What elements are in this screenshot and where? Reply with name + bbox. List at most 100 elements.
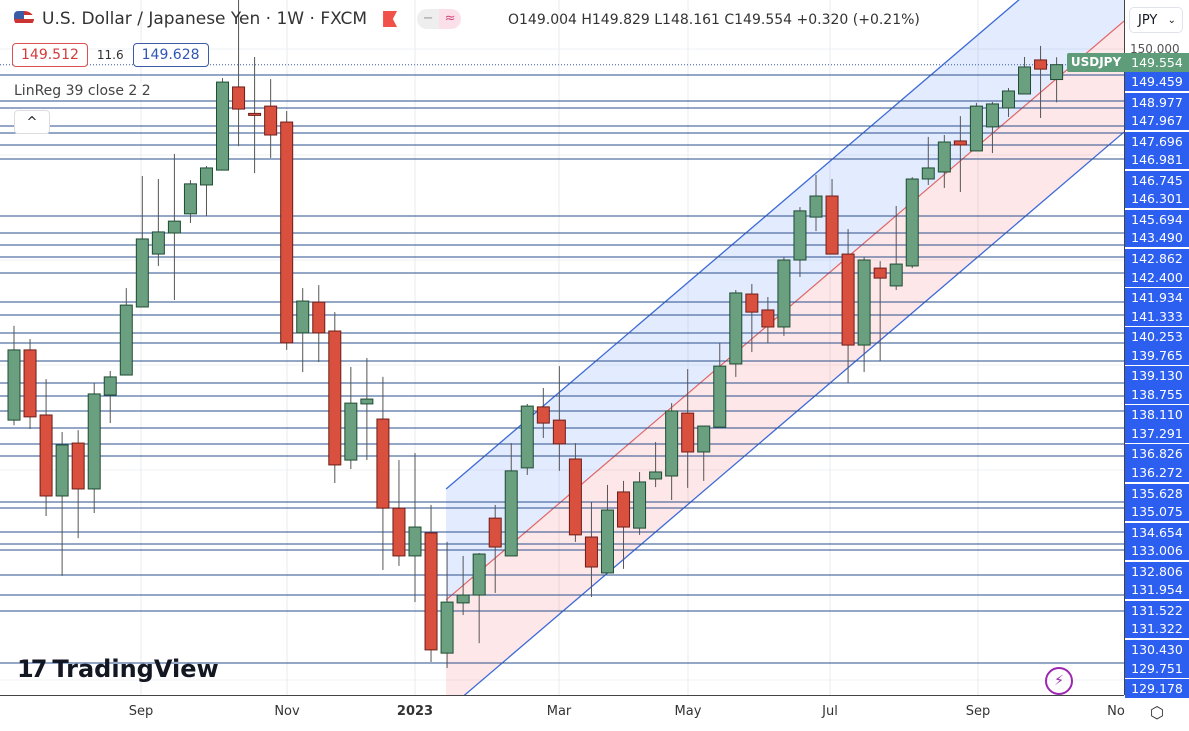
candle-body xyxy=(424,532,438,651)
tradingview-logo-icon: 17 xyxy=(17,655,47,683)
price-level-label: 142.400 xyxy=(1125,267,1189,287)
sell-button[interactable]: 149.512 xyxy=(12,43,88,67)
symbol-title[interactable]: U.S. Dollar / Japanese Yen · 1W · FXCM xyxy=(42,9,368,29)
price-level-label: 136.272 xyxy=(1125,463,1189,482)
candle-body xyxy=(793,210,807,261)
time-tick-label: No xyxy=(1107,704,1125,719)
time-tick-label: Jul xyxy=(822,704,838,719)
candle-body xyxy=(312,301,326,334)
candle-body xyxy=(23,349,37,418)
candle-body xyxy=(328,330,342,466)
candle-body xyxy=(937,141,951,173)
candle-body xyxy=(232,86,246,110)
candle-body xyxy=(472,553,486,596)
indicator-label[interactable]: LinReg 39 close 2 2 xyxy=(14,83,155,99)
price-level-label: 138.755 xyxy=(1125,384,1189,404)
candle-body xyxy=(87,393,101,490)
price-level-label: 139.130 xyxy=(1125,365,1189,386)
currency-select[interactable]: JPY ⌄ xyxy=(1129,7,1183,33)
candle-body xyxy=(488,517,502,548)
time-tick-label: Sep xyxy=(965,704,991,719)
price-level-label: 132.806 xyxy=(1125,560,1189,581)
quote-panel: 149.512 11.6 149.628 xyxy=(12,43,209,67)
chart-header: U.S. Dollar / Japanese Yen · 1W · FXCM −… xyxy=(14,9,462,29)
chevron-down-icon: ⌄ xyxy=(1167,15,1176,26)
candle-body xyxy=(665,410,679,477)
candle-body xyxy=(649,471,663,480)
candle-body xyxy=(745,293,759,313)
candle-body xyxy=(280,121,294,344)
candle-body xyxy=(440,601,454,654)
price-level-label: 131.322 xyxy=(1125,619,1189,639)
flag-marker-icon[interactable] xyxy=(383,11,398,27)
settings-icon[interactable]: ⬡ xyxy=(1150,703,1164,722)
currency-value: JPY xyxy=(1138,13,1158,28)
price-level-label: 146.745 xyxy=(1125,169,1189,190)
usd-jpy-flag-icon xyxy=(14,11,34,27)
price-level-label: 143.490 xyxy=(1125,228,1189,248)
lightning-icon[interactable]: ⚡ xyxy=(1045,667,1073,695)
price-tick: 150.000 xyxy=(1130,42,1180,56)
candle-body xyxy=(857,259,871,346)
price-level-label: 135.075 xyxy=(1125,502,1189,522)
candle-body xyxy=(296,300,310,334)
candle-body xyxy=(7,349,21,421)
candle-body xyxy=(135,238,149,308)
price-level-label: 145.694 xyxy=(1125,208,1189,229)
price-level-label: 134.654 xyxy=(1125,521,1189,542)
price-level-label: 131.522 xyxy=(1125,599,1189,620)
minus-icon[interactable]: − xyxy=(417,9,440,29)
candle-body xyxy=(151,231,165,255)
candle-body xyxy=(456,594,470,604)
candle-body xyxy=(729,292,743,365)
logo-text: TradingView xyxy=(52,655,219,683)
candle-body xyxy=(969,105,983,152)
candle-body xyxy=(681,412,695,453)
candle-body xyxy=(953,140,967,146)
candle-body xyxy=(71,442,85,490)
wave-icon[interactable]: ≈ xyxy=(439,9,462,29)
candle-body xyxy=(777,259,791,328)
price-level-label: 146.981 xyxy=(1125,150,1189,170)
candle-body xyxy=(697,425,711,453)
indicator-toggle[interactable]: − ≈ xyxy=(417,9,462,29)
candle-body xyxy=(248,112,262,116)
candle-body xyxy=(1034,59,1048,70)
time-tick-label: May xyxy=(674,704,702,719)
time-axis[interactable] xyxy=(0,695,1124,731)
price-level-label: 130.430 xyxy=(1125,638,1189,659)
candle-body xyxy=(568,458,582,536)
candle-body xyxy=(520,405,534,469)
candle-body xyxy=(199,167,213,186)
buy-button[interactable]: 149.628 xyxy=(132,43,209,67)
channel-lower-fill xyxy=(446,21,1124,695)
candle-body xyxy=(905,178,919,267)
tradingview-logo[interactable]: 17 TradingView xyxy=(17,655,219,683)
time-tick-label: Nov xyxy=(274,704,300,719)
candle-body xyxy=(376,418,390,509)
price-chart[interactable] xyxy=(0,0,1124,695)
candle-body xyxy=(873,267,887,279)
price-level-label: 141.333 xyxy=(1125,306,1189,326)
spread-value: 11.6 xyxy=(96,48,124,62)
time-tick-label: Sep xyxy=(128,704,154,719)
price-level-label: 138.110 xyxy=(1125,404,1189,425)
candle-body xyxy=(408,526,422,557)
candle-body xyxy=(55,444,69,497)
candle-body xyxy=(39,414,53,497)
collapse-button[interactable]: ^ xyxy=(14,110,50,134)
time-tick-label: Mar xyxy=(546,704,572,719)
candle-body xyxy=(167,220,181,234)
candle-body xyxy=(825,195,839,255)
time-tick-label: 2023 xyxy=(396,704,434,719)
candle-body xyxy=(633,481,647,529)
price-level-label: 148.977 xyxy=(1125,91,1189,112)
candle-body xyxy=(264,105,278,136)
candle-body xyxy=(600,509,614,574)
candle-body xyxy=(216,81,230,171)
candle-body xyxy=(1050,64,1064,81)
candle-body xyxy=(1018,66,1032,95)
candle-body xyxy=(584,536,598,568)
price-level-label: 147.696 xyxy=(1125,130,1189,151)
candle-body xyxy=(985,103,999,128)
